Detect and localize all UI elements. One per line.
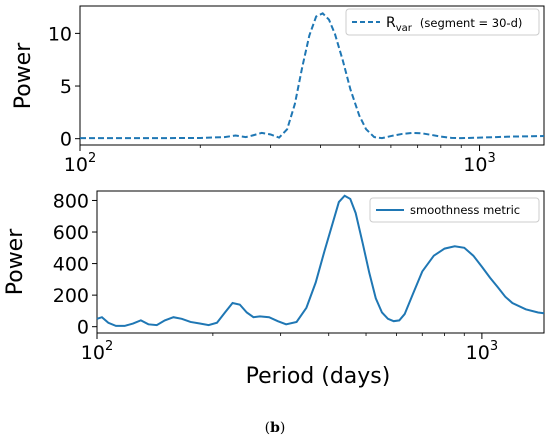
- top-x-tick-label: 103: [463, 151, 495, 176]
- bottom-y-tick-label: 400: [53, 254, 89, 276]
- bottom-legend: smoothness metric: [369, 197, 540, 223]
- top-legend-label-sub: var: [396, 23, 413, 34]
- top-legend-label-rest: (segment = 30-d): [420, 16, 522, 30]
- top-series-line: [80, 12, 545, 140]
- top-legend-label: Rvar (segment = 30-d): [386, 15, 522, 34]
- bottom-plot-frame: [96, 190, 545, 334]
- bottom-x-tick-label: 102: [81, 339, 113, 364]
- top-y-tick-label: 0: [60, 129, 72, 151]
- top-y-tick-label: 10: [48, 23, 72, 45]
- top-y-tick-label: 5: [60, 76, 72, 98]
- bottom-y-tick-label: 0: [77, 317, 89, 339]
- bottom-series-line: [96, 194, 545, 327]
- bottom-legend-label: smoothness metric: [410, 203, 520, 217]
- bottom-x-axis-label: Period (days): [246, 364, 391, 389]
- top-plot-frame: [79, 5, 545, 146]
- bottom-legend-box: [369, 197, 540, 223]
- top-y-axis-label: Power: [11, 42, 36, 109]
- bottom-y-tick-label: 200: [53, 285, 89, 307]
- top-panel: 0 5 10 102 103 Power Rvar (segment = 30-d): [11, 5, 545, 176]
- top-legend-label-main: R: [386, 15, 396, 31]
- bottom-x-tick-label: 103: [466, 339, 498, 364]
- top-legend-box: [345, 8, 540, 36]
- top-legend: Rvar (segment = 30-d): [345, 8, 540, 36]
- bottom-y-axis-label: Power: [3, 228, 28, 295]
- figure-caption: (b): [265, 420, 286, 436]
- top-x-tick-label: 102: [64, 151, 96, 176]
- bottom-y-tick-label: 800: [53, 190, 89, 212]
- bottom-y-tick-label: 600: [53, 222, 89, 244]
